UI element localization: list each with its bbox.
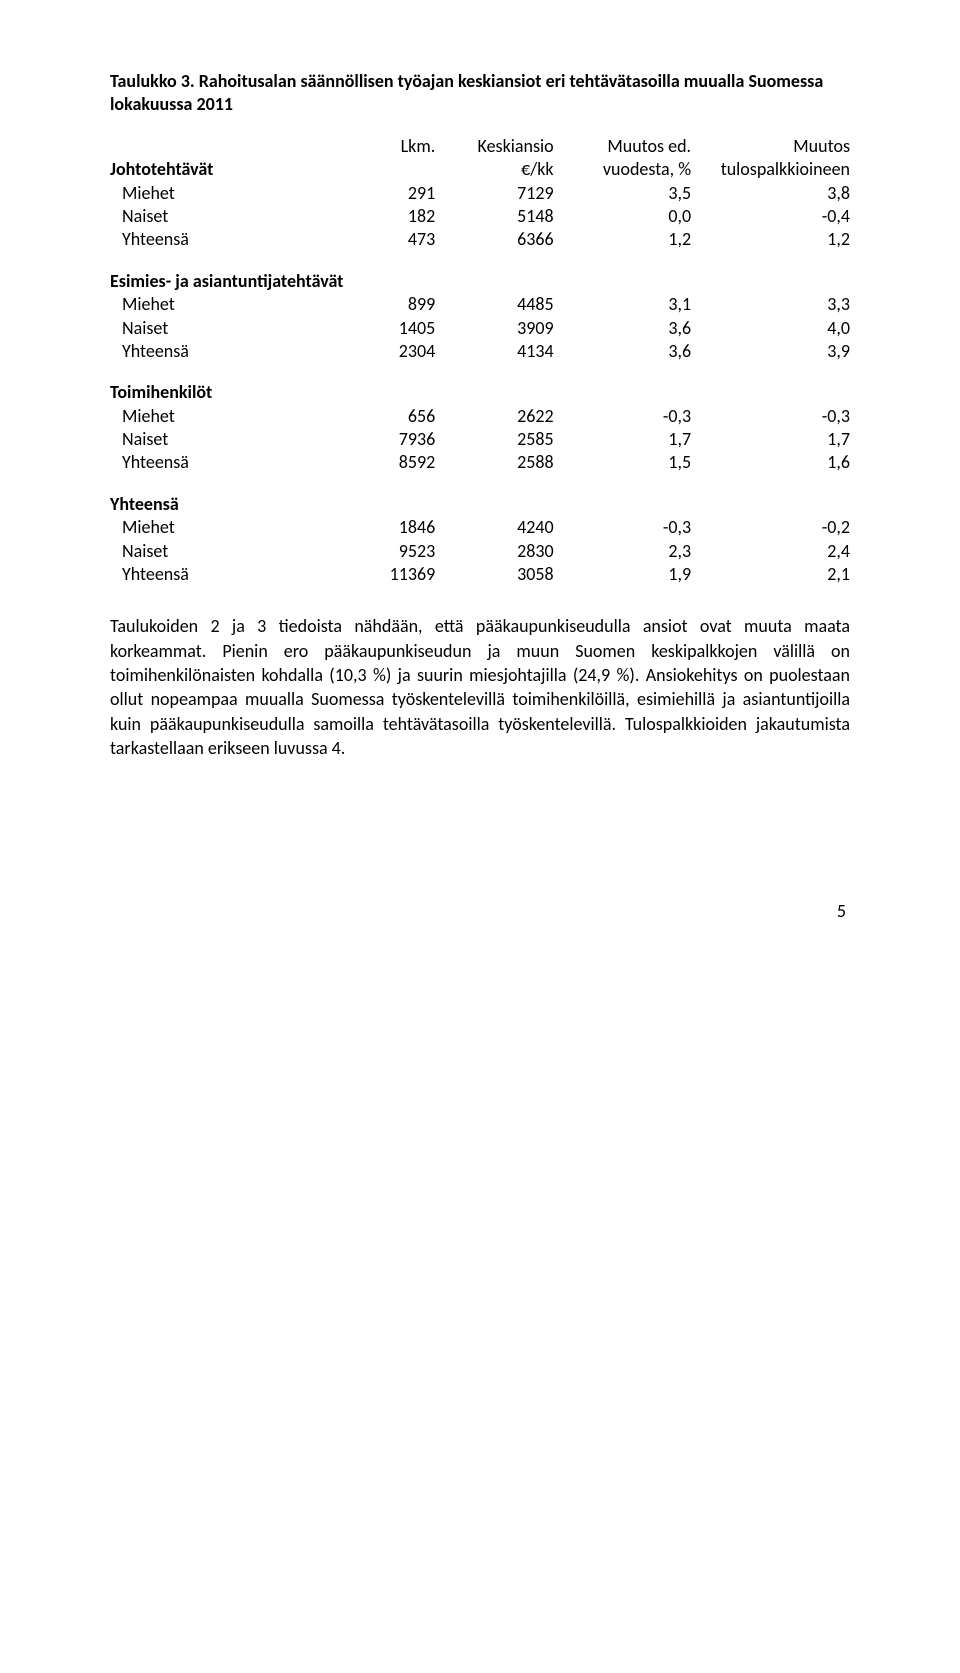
table-header-row-2: Johtotehtävät €/kk vuodesta, % tulospalk… bbox=[110, 158, 850, 181]
cell: 7129 bbox=[435, 182, 553, 205]
row-label: Yhteensä bbox=[110, 451, 318, 474]
row-label: Naiset bbox=[110, 317, 318, 340]
cell: 4,0 bbox=[691, 317, 850, 340]
header-lkm: Lkm. bbox=[318, 135, 435, 158]
data-table: Lkm. Keskiansio Muutos ed. Muutos Johtot… bbox=[110, 135, 850, 587]
cell: 6366 bbox=[435, 228, 553, 251]
row-label: Naiset bbox=[110, 205, 318, 228]
cell: 9523 bbox=[318, 540, 435, 563]
cell: -0,3 bbox=[691, 405, 850, 428]
table-row: Miehet 1846 4240 -0,3 -0,2 bbox=[110, 516, 850, 539]
cell: -0,3 bbox=[554, 405, 691, 428]
table-row: Miehet 656 2622 -0,3 -0,3 bbox=[110, 405, 850, 428]
header-muutos-ed: Muutos ed. bbox=[554, 135, 691, 158]
cell: 2585 bbox=[435, 428, 553, 451]
table-row: Naiset 182 5148 0,0 -0,4 bbox=[110, 205, 850, 228]
header-muutos: Muutos bbox=[691, 135, 850, 158]
table-row: Naiset 1405 3909 3,6 4,0 bbox=[110, 317, 850, 340]
cell: 4134 bbox=[435, 340, 553, 363]
section-title-1: Johtotehtävät bbox=[110, 158, 318, 181]
section-title-row: Esimies- ja asiantuntijatehtävät bbox=[110, 270, 850, 293]
cell: 1,9 bbox=[554, 563, 691, 586]
cell: 1,6 bbox=[691, 451, 850, 474]
row-label: Yhteensä bbox=[110, 340, 318, 363]
section-title-row: Toimihenkilöt bbox=[110, 381, 850, 404]
cell: 291 bbox=[318, 182, 435, 205]
row-label: Miehet bbox=[110, 182, 318, 205]
row-label: Yhteensä bbox=[110, 228, 318, 251]
table-row: Yhteensä 8592 2588 1,5 1,6 bbox=[110, 451, 850, 474]
table-row: Naiset 7936 2585 1,7 1,7 bbox=[110, 428, 850, 451]
row-label: Naiset bbox=[110, 540, 318, 563]
cell: 8592 bbox=[318, 451, 435, 474]
cell: 1405 bbox=[318, 317, 435, 340]
cell: -0,2 bbox=[691, 516, 850, 539]
table-row: Miehet 291 7129 3,5 3,8 bbox=[110, 182, 850, 205]
section-title-row: Yhteensä bbox=[110, 493, 850, 516]
row-label: Naiset bbox=[110, 428, 318, 451]
table-header-row-1: Lkm. Keskiansio Muutos ed. Muutos bbox=[110, 135, 850, 158]
table-row: Yhteensä 2304 4134 3,6 3,9 bbox=[110, 340, 850, 363]
cell: 0,0 bbox=[554, 205, 691, 228]
cell: 473 bbox=[318, 228, 435, 251]
table-row: Yhteensä 11369 3058 1,9 2,1 bbox=[110, 563, 850, 586]
header-keskiansio: Keskiansio bbox=[435, 135, 553, 158]
cell: 2,1 bbox=[691, 563, 850, 586]
header-eur: €/kk bbox=[435, 158, 553, 181]
cell: -0,4 bbox=[691, 205, 850, 228]
table-title: Taulukko 3. Rahoitusalan säännöllisen ty… bbox=[110, 70, 850, 117]
cell: 4485 bbox=[435, 293, 553, 316]
page-number: 5 bbox=[110, 900, 850, 922]
cell: 1846 bbox=[318, 516, 435, 539]
cell: 4240 bbox=[435, 516, 553, 539]
cell: 1,2 bbox=[554, 228, 691, 251]
cell: 3909 bbox=[435, 317, 553, 340]
cell: 3,1 bbox=[554, 293, 691, 316]
cell: 1,5 bbox=[554, 451, 691, 474]
cell: 5148 bbox=[435, 205, 553, 228]
cell: 11369 bbox=[318, 563, 435, 586]
table-row: Yhteensä 473 6366 1,2 1,2 bbox=[110, 228, 850, 251]
cell: 2,3 bbox=[554, 540, 691, 563]
cell: 2622 bbox=[435, 405, 553, 428]
document-page: Taulukko 3. Rahoitusalan säännöllisen ty… bbox=[0, 0, 960, 982]
cell: 3,5 bbox=[554, 182, 691, 205]
row-label: Miehet bbox=[110, 516, 318, 539]
header-tulospalkkioineen: tulospalkkioineen bbox=[691, 158, 850, 181]
cell: 3,3 bbox=[691, 293, 850, 316]
cell: 1,7 bbox=[691, 428, 850, 451]
cell: 2588 bbox=[435, 451, 553, 474]
body-paragraph: Taulukoiden 2 ja 3 tiedoista nähdään, et… bbox=[110, 614, 850, 760]
cell: 3,6 bbox=[554, 340, 691, 363]
cell: 3,6 bbox=[554, 317, 691, 340]
cell: 2,4 bbox=[691, 540, 850, 563]
row-label: Miehet bbox=[110, 293, 318, 316]
cell: 3,8 bbox=[691, 182, 850, 205]
header-vuodesta: vuodesta, % bbox=[554, 158, 691, 181]
cell: 3058 bbox=[435, 563, 553, 586]
table-row: Miehet 899 4485 3,1 3,3 bbox=[110, 293, 850, 316]
row-label: Miehet bbox=[110, 405, 318, 428]
cell: 182 bbox=[318, 205, 435, 228]
cell: -0,3 bbox=[554, 516, 691, 539]
cell: 2830 bbox=[435, 540, 553, 563]
section-title-3: Toimihenkilöt bbox=[110, 381, 850, 404]
table-row: Naiset 9523 2830 2,3 2,4 bbox=[110, 540, 850, 563]
cell: 3,9 bbox=[691, 340, 850, 363]
section-title-4: Yhteensä bbox=[110, 493, 850, 516]
cell: 656 bbox=[318, 405, 435, 428]
cell: 1,7 bbox=[554, 428, 691, 451]
cell: 899 bbox=[318, 293, 435, 316]
cell: 7936 bbox=[318, 428, 435, 451]
cell: 2304 bbox=[318, 340, 435, 363]
section-title-2: Esimies- ja asiantuntijatehtävät bbox=[110, 270, 850, 293]
row-label: Yhteensä bbox=[110, 563, 318, 586]
cell: 1,2 bbox=[691, 228, 850, 251]
